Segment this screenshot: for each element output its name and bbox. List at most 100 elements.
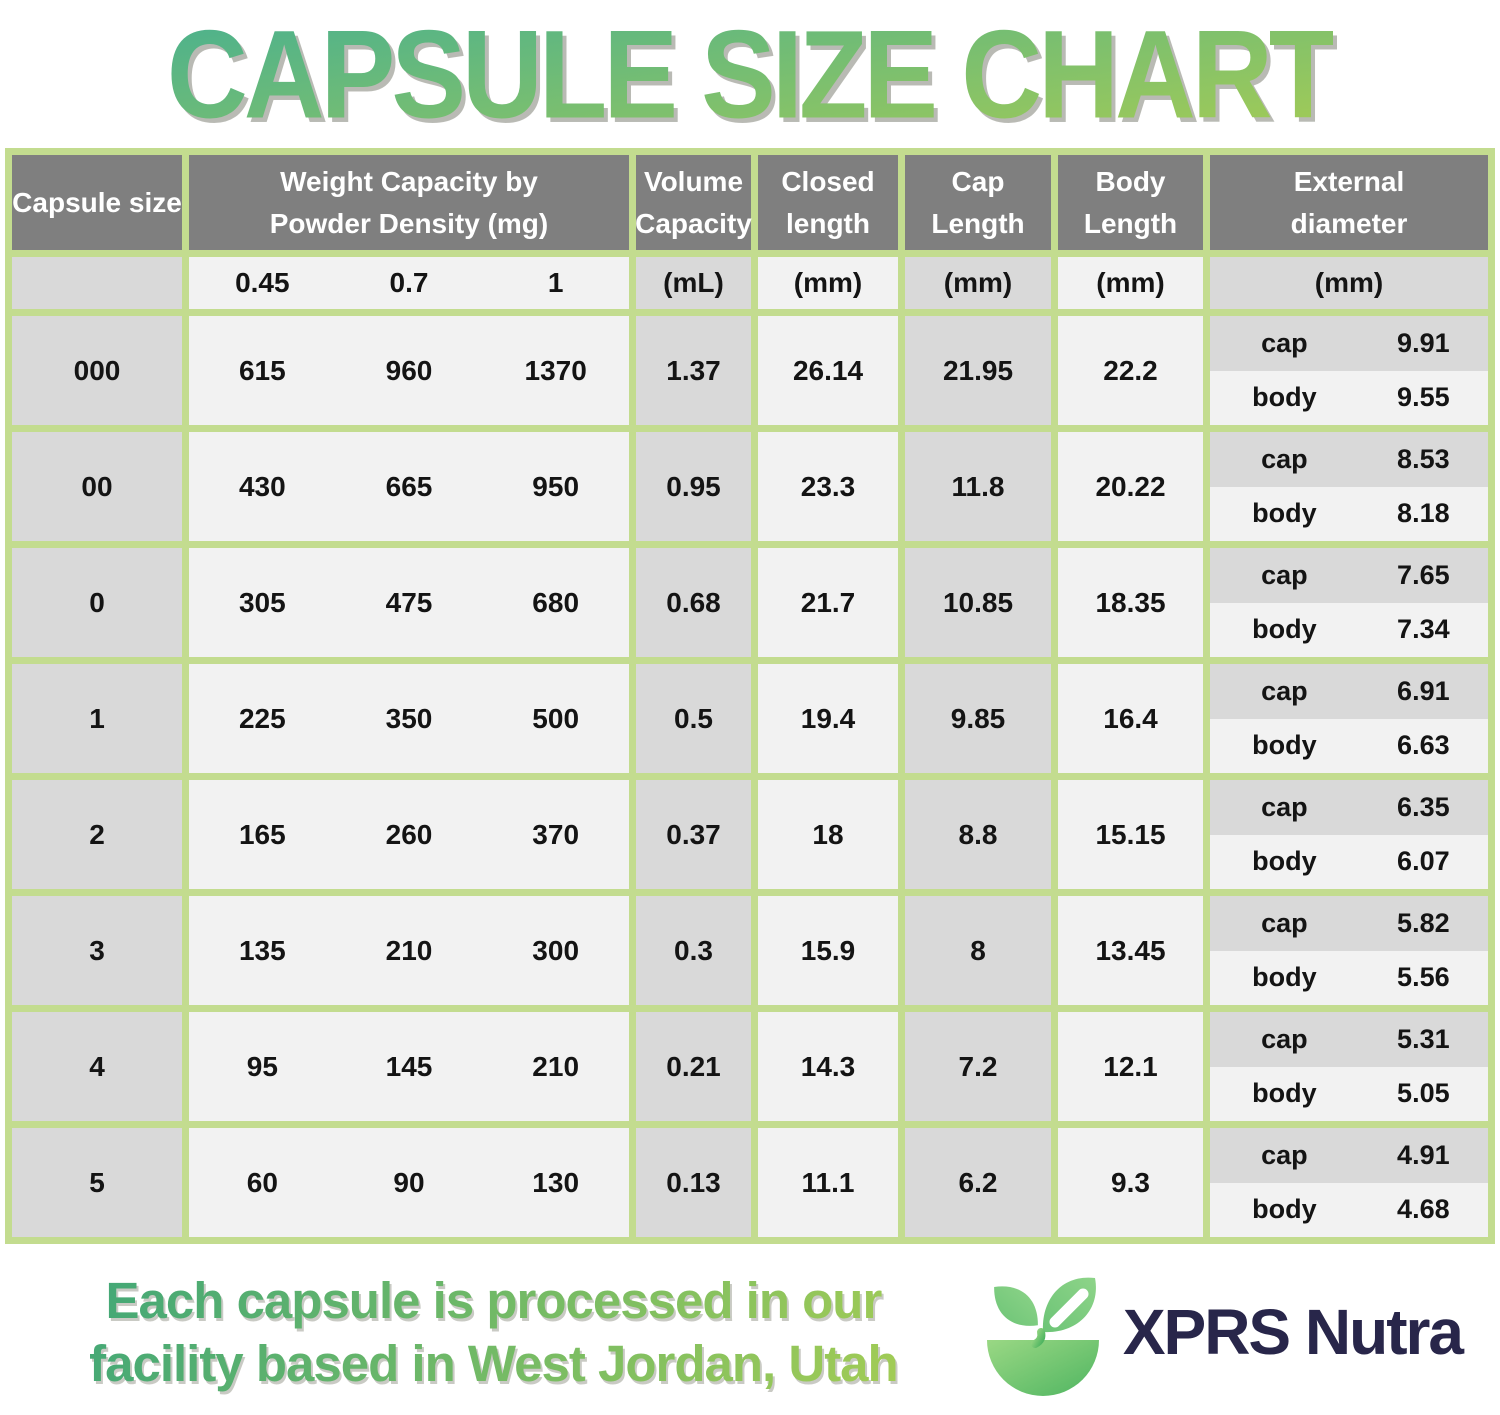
external-body-row: body 6.07 xyxy=(1210,834,1488,889)
ext-cap-value: 7.65 xyxy=(1397,559,1450,590)
page-title: CAPSULE SIZE CHART xyxy=(167,2,1337,146)
ext-body-value: 5.05 xyxy=(1397,1078,1450,1109)
body-length-cell: 15.15 xyxy=(1058,780,1203,889)
ext-body-value: 9.55 xyxy=(1397,382,1450,413)
external-body-row: body 4.68 xyxy=(1210,1182,1488,1237)
capsule-size-table: Capsule size Weight Capacity by Powder D… xyxy=(5,148,1495,1244)
volume-cell: 0.68 xyxy=(636,548,751,657)
ext-body-value: 4.68 xyxy=(1397,1194,1450,1225)
weight-07: 960 xyxy=(385,354,433,386)
footer-note: Each capsule is processed in our facilit… xyxy=(10,1269,977,1395)
external-cap-row: cap 5.31 xyxy=(1210,1012,1488,1067)
ext-cap-label: cap xyxy=(1261,1139,1308,1170)
ext-cap-label: cap xyxy=(1261,791,1308,822)
ext-body-value: 6.07 xyxy=(1397,846,1450,877)
weight-045: 95 xyxy=(246,1050,278,1082)
body-length-cell: 20.22 xyxy=(1058,432,1203,541)
cap-length-cell: 6.2 xyxy=(905,1128,1051,1237)
cap-length-cell: 21.95 xyxy=(905,316,1051,425)
density-045: 0.45 xyxy=(235,267,290,298)
weight-07: 475 xyxy=(385,586,433,618)
weight-cell: 305 475 680 xyxy=(189,548,629,657)
ext-body-value: 8.18 xyxy=(1397,498,1450,529)
header-closed-length: Closed length xyxy=(758,155,898,250)
weight-cell: 60 90 130 xyxy=(189,1128,629,1237)
weight-07: 90 xyxy=(393,1166,425,1198)
units-densities: 0.45 0.7 1 xyxy=(189,257,629,309)
external-cap-row: cap 6.35 xyxy=(1210,780,1488,835)
weight-07: 145 xyxy=(385,1050,433,1082)
weight-1: 370 xyxy=(532,818,580,850)
ext-body-label: body xyxy=(1252,1194,1317,1225)
closed-length-cell: 11.1 xyxy=(758,1128,898,1237)
size-cell: 5 xyxy=(12,1128,182,1237)
body-length-cell: 13.45 xyxy=(1058,896,1203,1005)
weight-1: 210 xyxy=(532,1050,580,1082)
size-cell: 000 xyxy=(12,316,182,425)
volume-cell: 0.37 xyxy=(636,780,751,889)
weight-cell: 135 210 300 xyxy=(189,896,629,1005)
weight-045: 430 xyxy=(238,470,286,502)
body-length-cell: 12.1 xyxy=(1058,1012,1203,1121)
body-length-cell: 18.35 xyxy=(1058,548,1203,657)
ext-body-label: body xyxy=(1252,382,1317,413)
body-length-cell: 9.3 xyxy=(1058,1128,1203,1237)
units-volume: (mL) xyxy=(636,257,751,309)
cap-length-cell: 8 xyxy=(905,896,1051,1005)
units-cap: (mm) xyxy=(905,257,1051,309)
closed-length-cell: 14.3 xyxy=(758,1012,898,1121)
size-cell: 3 xyxy=(12,896,182,1005)
ext-body-value: 6.63 xyxy=(1397,730,1450,761)
ext-cap-value: 4.91 xyxy=(1397,1139,1450,1170)
ext-body-label: body xyxy=(1252,614,1317,645)
external-diameter-cell: cap 7.65 body 7.34 xyxy=(1210,548,1488,657)
size-cell: 0 xyxy=(12,548,182,657)
weight-cell: 430 665 950 xyxy=(189,432,629,541)
size-cell: 4 xyxy=(12,1012,182,1121)
ext-cap-value: 8.53 xyxy=(1397,443,1450,474)
weight-1: 950 xyxy=(532,470,580,502)
cap-length-cell: 8.8 xyxy=(905,780,1051,889)
ext-body-label: body xyxy=(1252,846,1317,877)
weight-07: 260 xyxy=(385,818,433,850)
density-07: 0.7 xyxy=(389,267,429,298)
weight-045: 305 xyxy=(238,586,286,618)
units-external: (mm) xyxy=(1210,257,1488,309)
closed-length-cell: 15.9 xyxy=(758,896,898,1005)
volume-cell: 1.37 xyxy=(636,316,751,425)
weight-cell: 165 260 370 xyxy=(189,780,629,889)
volume-cell: 0.95 xyxy=(636,432,751,541)
volume-cell: 0.3 xyxy=(636,896,751,1005)
external-body-row: body 8.18 xyxy=(1210,486,1488,541)
weight-cell: 225 350 500 xyxy=(189,664,629,773)
external-body-row: body 5.05 xyxy=(1210,1066,1488,1121)
external-body-row: body 5.56 xyxy=(1210,950,1488,1005)
weight-045: 615 xyxy=(238,354,286,386)
external-body-row: body 6.63 xyxy=(1210,718,1488,773)
ext-body-label: body xyxy=(1252,1078,1317,1109)
units-body: (mm) xyxy=(1058,257,1203,309)
weight-1: 680 xyxy=(532,586,580,618)
cap-length-cell: 9.85 xyxy=(905,664,1051,773)
weight-045: 165 xyxy=(238,818,286,850)
header-external-diameter: External diameter xyxy=(1210,155,1488,250)
ext-cap-value: 5.82 xyxy=(1397,907,1450,938)
size-cell: 00 xyxy=(12,432,182,541)
external-cap-row: cap 4.91 xyxy=(1210,1128,1488,1183)
ext-cap-value: 6.35 xyxy=(1397,791,1450,822)
weight-1: 500 xyxy=(532,702,580,734)
units-capsule-size-empty xyxy=(12,257,182,309)
external-diameter-cell: cap 4.91 body 4.68 xyxy=(1210,1128,1488,1237)
ext-cap-label: cap xyxy=(1261,443,1308,474)
weight-1: 130 xyxy=(532,1166,580,1198)
body-length-cell: 22.2 xyxy=(1058,316,1203,425)
volume-cell: 0.5 xyxy=(636,664,751,773)
ext-cap-label: cap xyxy=(1261,559,1308,590)
ext-body-label: body xyxy=(1252,730,1317,761)
ext-body-value: 7.34 xyxy=(1397,614,1450,645)
external-cap-row: cap 9.91 xyxy=(1210,316,1488,371)
weight-07: 665 xyxy=(385,470,433,502)
external-diameter-cell: cap 5.31 body 5.05 xyxy=(1210,1012,1488,1121)
weight-cell: 615 960 1370 xyxy=(189,316,629,425)
